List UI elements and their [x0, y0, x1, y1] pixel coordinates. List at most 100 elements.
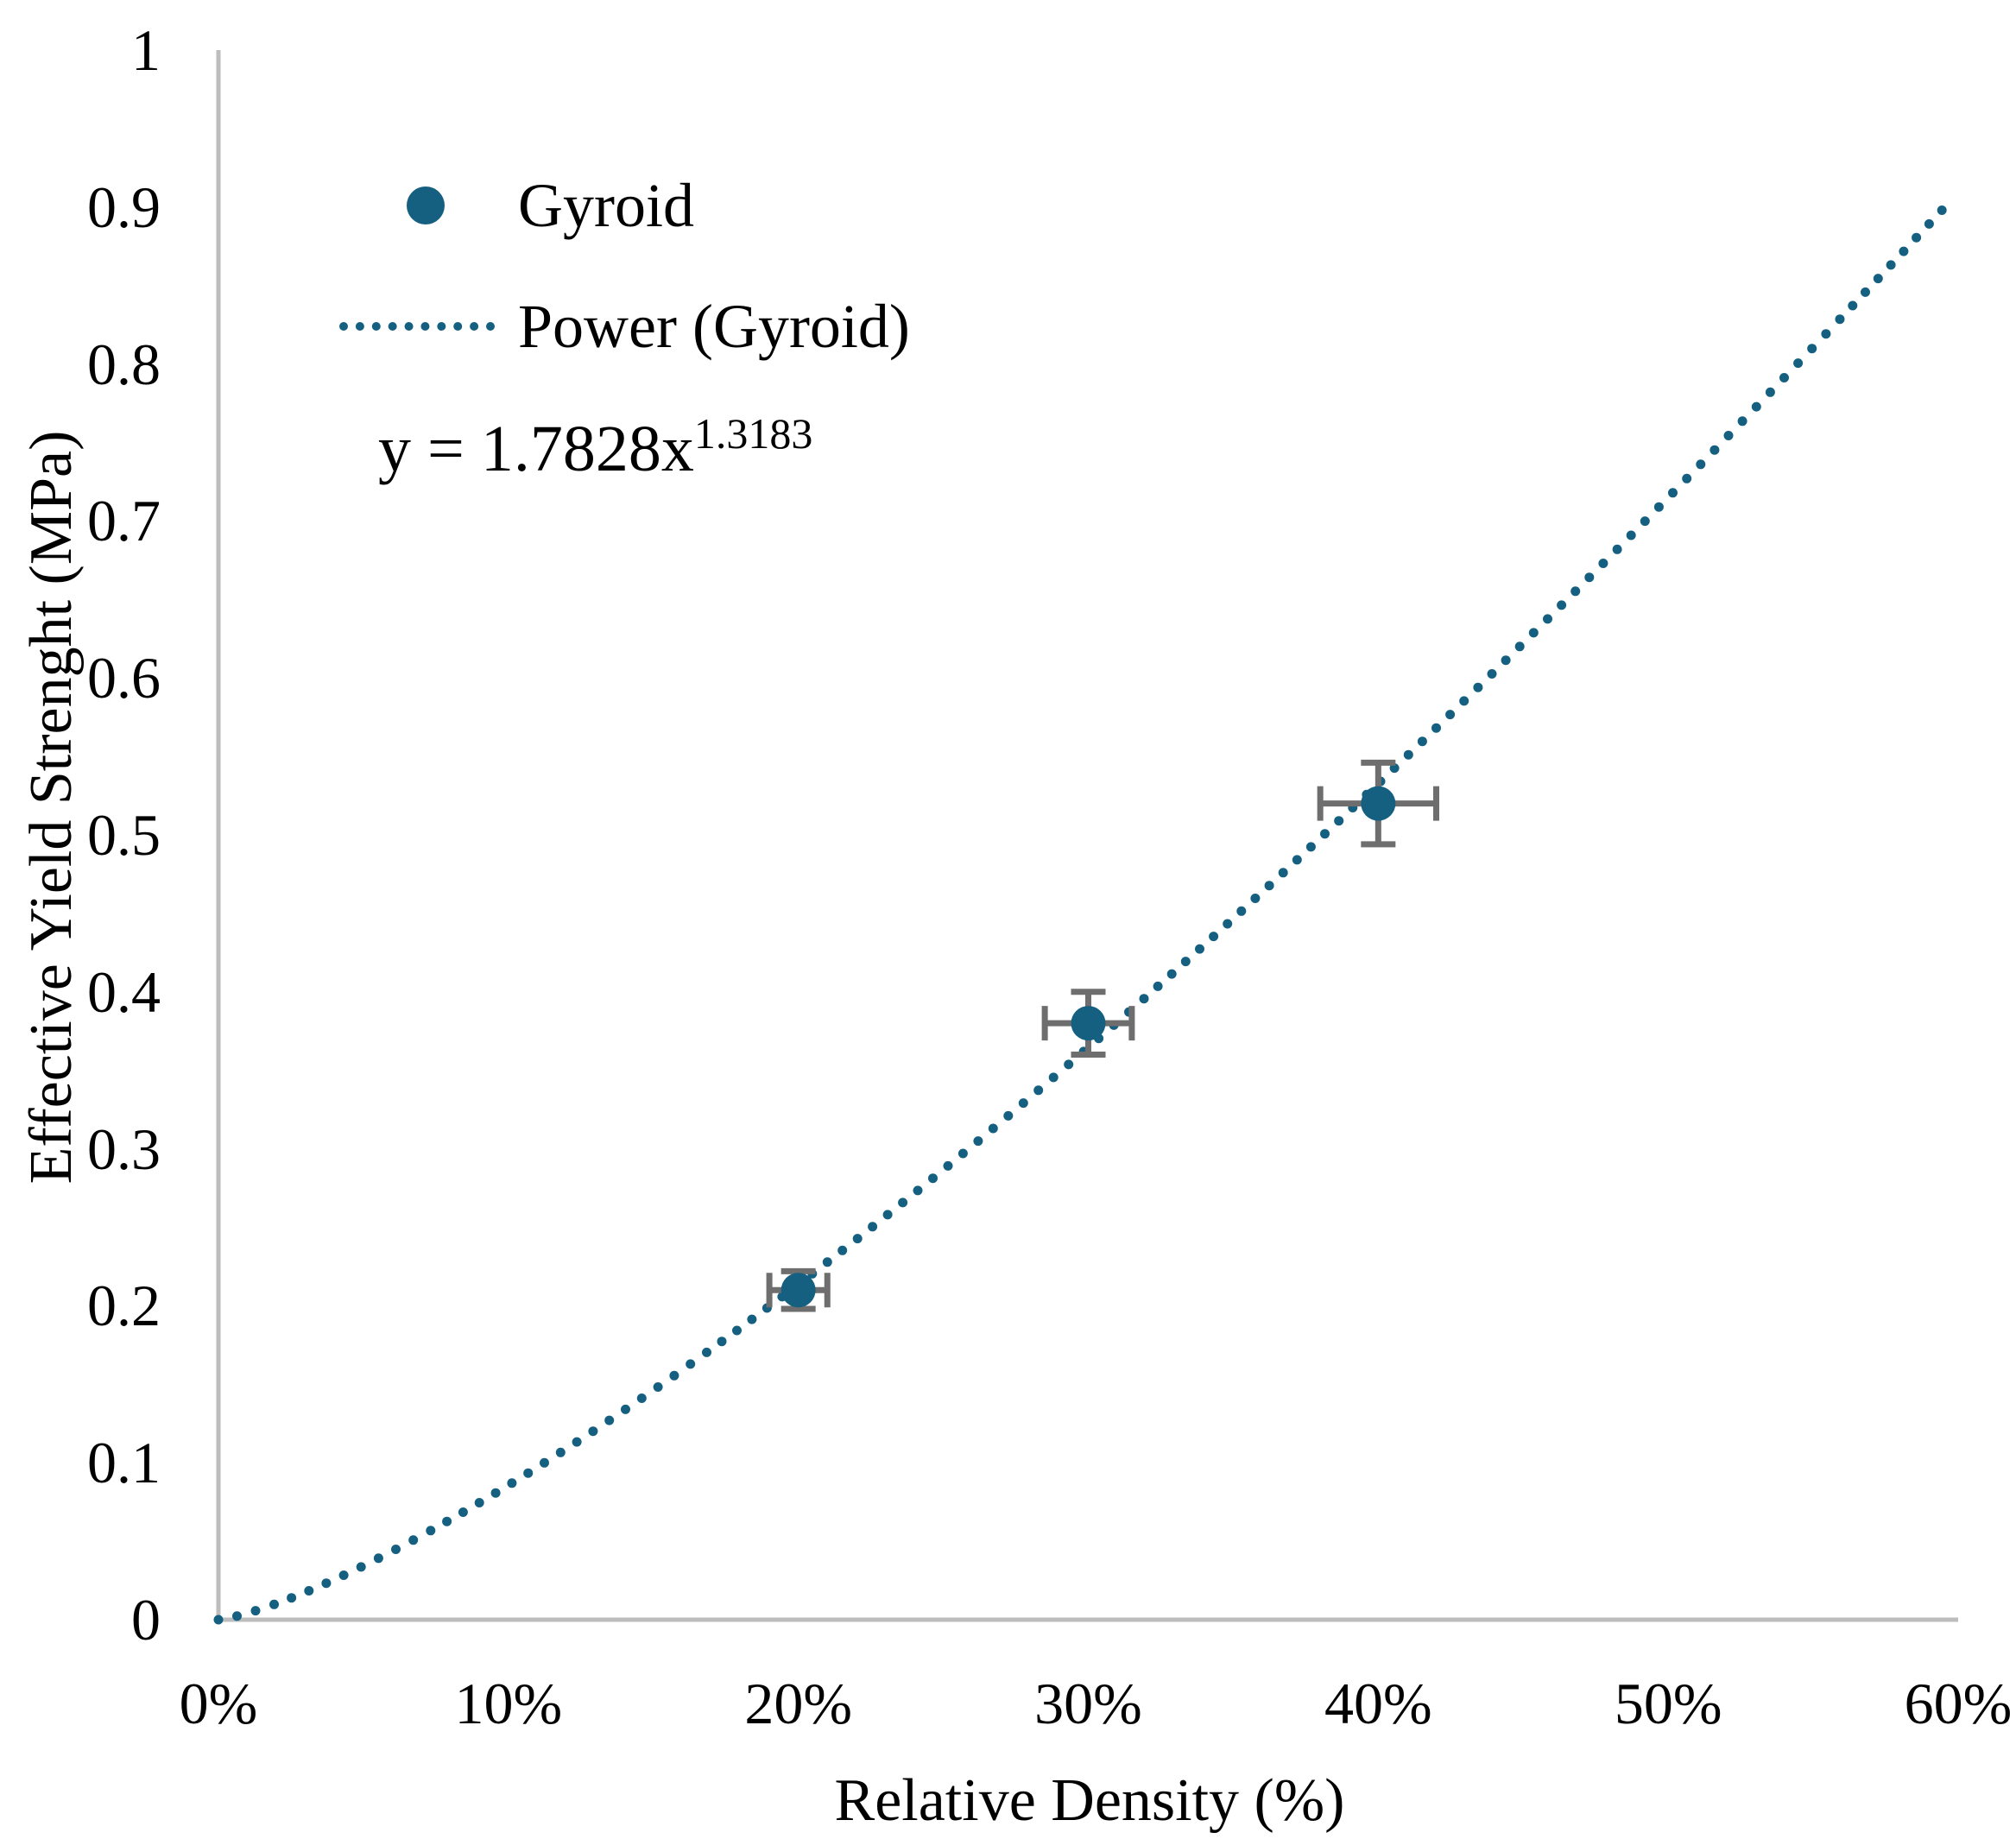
x-tick-label: 60% [1904, 1671, 2013, 1736]
trendline-dot [1278, 868, 1288, 878]
trendline-dot [1292, 855, 1302, 865]
y-tick-label: 0.1 [87, 1430, 161, 1496]
trendline-dot [1033, 1085, 1044, 1096]
trendline-dot [474, 1498, 484, 1507]
trendline-dot [490, 1488, 501, 1498]
data-point-marker [1361, 786, 1396, 821]
trendline-dot [1765, 387, 1775, 397]
trendline-dot [1751, 401, 1761, 412]
trendline-dot [1570, 586, 1581, 597]
trendline-dot [1937, 205, 1947, 215]
trendline-dot [669, 1370, 679, 1381]
trendline-dot [1180, 957, 1191, 967]
trendline-dot [1779, 373, 1789, 382]
trendline-dot [928, 1173, 938, 1184]
trendline-dot [1924, 218, 1934, 229]
trendline-dot [1501, 655, 1511, 666]
trendline-dot [540, 1457, 549, 1468]
trendline-dot [1250, 894, 1261, 903]
trendline-dot [898, 1198, 908, 1208]
trendline-dot [1807, 344, 1817, 354]
trendline-dot [1861, 287, 1870, 297]
y-tick-label: 0.2 [87, 1273, 161, 1339]
y-tick-label: 0.5 [87, 802, 161, 868]
trendline-dot [269, 1599, 279, 1609]
trendline-dot [747, 1314, 757, 1324]
legend-marker-dot [407, 186, 445, 224]
trendline-dot [1543, 614, 1552, 624]
trendline-dot [321, 1578, 332, 1589]
trendline-dot [287, 1593, 297, 1603]
trendline-dot [1334, 816, 1344, 826]
y-tick-label: 0.9 [87, 174, 161, 240]
trendline-dot [507, 1478, 517, 1488]
trendline-dot [1912, 232, 1922, 243]
trendline-dot [686, 1359, 696, 1369]
trendline-dot [822, 1257, 832, 1267]
trendline-dot [837, 1245, 848, 1255]
trendline-dot [1653, 502, 1664, 512]
trendline-dot [717, 1337, 727, 1347]
trendline-dot [304, 1586, 314, 1596]
legend-marker-dotted-line [339, 322, 348, 331]
legend-marker-dotted-line [404, 322, 414, 331]
trendline-dot [653, 1382, 663, 1392]
x-tick-label: 20% [744, 1671, 852, 1736]
trendline-dot [1166, 969, 1177, 979]
trendline-dot [1557, 600, 1567, 610]
trendline-dot [1626, 530, 1636, 540]
trendline-dot [1668, 488, 1678, 498]
trendline-dot [1682, 473, 1692, 483]
trendline-dot [913, 1185, 923, 1196]
x-tick-label: 10% [454, 1671, 563, 1736]
y-tick-label: 0.4 [87, 958, 161, 1025]
legend-marker-dotted-line [453, 322, 463, 331]
x-tick-label: 40% [1324, 1671, 1432, 1736]
equation-base: y = 1.7828x [378, 413, 694, 485]
trendline-dot [1848, 300, 1858, 311]
trendline-dot [1139, 994, 1149, 1004]
legend-marker-dotted-line [486, 322, 495, 331]
trendline-dot [1640, 516, 1650, 527]
legend-marker-dotted-line [420, 322, 430, 331]
trendline-dot [572, 1437, 582, 1447]
trendline-dot [213, 1615, 224, 1625]
trendline-dot [957, 1148, 968, 1159]
trendline-dot [1873, 274, 1883, 284]
equation-exponent: 1.3183 [693, 409, 813, 458]
x-axis-title: Relative Density (%) [834, 1767, 1345, 1834]
trendline-dot [338, 1570, 349, 1580]
trendline-dot [604, 1415, 615, 1425]
legend-marker-dotted-line [355, 322, 364, 331]
trendline-dot [1236, 906, 1247, 916]
trendline-dot [1403, 749, 1413, 760]
trendline-dot [356, 1562, 366, 1572]
y-tick-label: 0.3 [87, 1115, 161, 1182]
trendline-dot [1209, 932, 1219, 942]
trendline-dot [1003, 1110, 1014, 1121]
trendline-dot [1018, 1098, 1028, 1109]
trendline-dot [1899, 246, 1909, 256]
trendline-dot [636, 1393, 647, 1403]
legend-marker-dotted-line [371, 322, 381, 331]
trendline-dot [1431, 723, 1441, 733]
x-tick-label: 30% [1034, 1671, 1142, 1736]
trendline-dot [1417, 736, 1427, 747]
trendline-dot [250, 1606, 261, 1616]
trendline-dot [391, 1545, 401, 1554]
trendline-dot [1473, 682, 1483, 692]
data-point-marker [1071, 1006, 1106, 1041]
trendline-dot [555, 1447, 566, 1457]
trendline-dot [852, 1234, 863, 1244]
trendline-dot [1612, 544, 1622, 554]
trendline-dot [1835, 314, 1845, 325]
x-tick-label: 50% [1614, 1671, 1722, 1736]
trendline-dot [1487, 669, 1497, 679]
y-tick-label: 1 [131, 17, 161, 83]
data-point-marker [780, 1273, 816, 1308]
legend-marker-dotted-line [388, 322, 397, 331]
trendline-dot [523, 1468, 534, 1478]
trendline-dot [1153, 981, 1163, 991]
